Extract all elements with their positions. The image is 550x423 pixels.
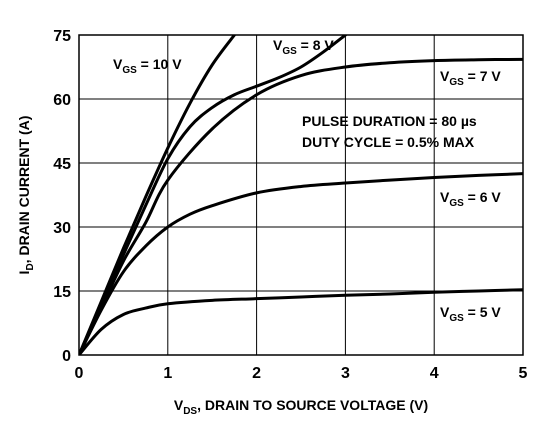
x-tick-label-5: 5: [519, 365, 528, 382]
y-tick-label-0: 0: [62, 348, 71, 365]
series-label-vgs-10: VGS = 10 V: [113, 56, 182, 76]
x-tick-label-4: 4: [430, 365, 439, 382]
x-tick-label-1: 1: [163, 365, 172, 382]
y-axis-title: ID, DRAIN CURRENT (A): [16, 116, 36, 275]
y-tick-label-5: 75: [53, 28, 71, 45]
plot-frame: [78, 34, 524, 356]
annotation-pulse-duration: PULSE DURATION = 80 µs: [302, 113, 477, 129]
series-label-vgs-6: VGS = 6 V: [440, 189, 501, 209]
series-label-vgs-8: VGS = 8 V: [273, 37, 334, 57]
curve-vgs-7: [79, 57, 523, 355]
x-tick-label-2: 2: [252, 365, 261, 382]
series-label-vgs-5: VGS = 5 V: [440, 304, 501, 324]
series-label-vgs-7: VGS = 7 V: [440, 68, 501, 88]
x-tick-label-3: 3: [341, 365, 350, 382]
y-tick-label-4: 60: [53, 92, 71, 109]
curves: [79, 35, 523, 355]
y-tick-label-1: 15: [53, 284, 71, 301]
curve-vgs-5: [79, 288, 523, 355]
curve-vgs-6: [79, 172, 523, 355]
y-tick-label-2: 30: [53, 220, 71, 237]
curve-vgs-8: [79, 35, 347, 355]
y-tick-label-3: 45: [53, 156, 71, 173]
x-tick-label-0: 0: [75, 365, 84, 382]
x-axis-title: VDS, DRAIN TO SOURCE VOLTAGE (V): [174, 397, 428, 417]
annotation-duty-cycle: DUTY CYCLE = 0.5% MAX: [302, 134, 475, 150]
